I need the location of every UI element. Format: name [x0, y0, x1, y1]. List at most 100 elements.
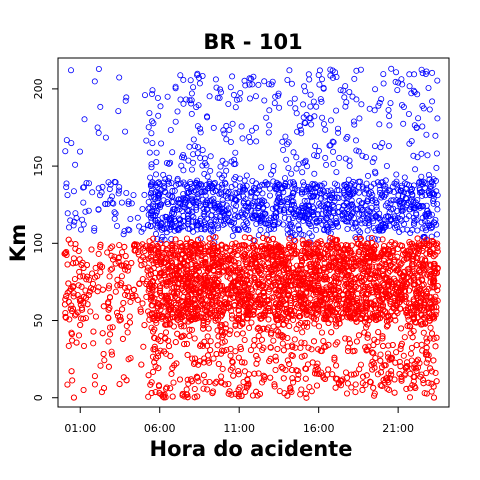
data-point	[189, 197, 196, 204]
data-point	[220, 127, 227, 134]
data-point	[406, 140, 413, 147]
data-point	[116, 187, 123, 194]
series-0	[62, 65, 441, 247]
data-point	[351, 75, 358, 82]
data-point	[81, 116, 88, 123]
data-point	[68, 67, 75, 74]
data-point	[238, 123, 245, 130]
data-point	[342, 155, 349, 162]
data-point	[178, 162, 185, 169]
data-point	[399, 226, 406, 233]
data-point	[122, 97, 129, 104]
data-point	[290, 149, 297, 156]
data-point	[311, 152, 318, 159]
data-point	[304, 197, 311, 204]
data-point	[401, 174, 408, 181]
data-point	[384, 200, 391, 207]
data-point	[241, 186, 248, 193]
data-point	[280, 207, 287, 214]
data-point	[320, 84, 327, 91]
data-point	[259, 190, 266, 197]
data-point	[172, 182, 179, 189]
data-point	[385, 142, 392, 149]
data-point	[321, 180, 328, 187]
data-point	[80, 199, 87, 206]
data-point	[245, 133, 252, 140]
data-point	[182, 199, 189, 206]
data-point	[172, 83, 179, 90]
data-point	[321, 188, 328, 195]
data-point	[327, 142, 334, 149]
data-point	[241, 211, 248, 218]
data-point	[148, 218, 155, 225]
data-point	[329, 74, 336, 81]
data-point	[193, 198, 200, 205]
data-point	[261, 97, 268, 104]
data-point	[352, 206, 359, 213]
data-point	[258, 164, 265, 171]
data-point	[358, 200, 365, 207]
data-point	[188, 212, 195, 219]
data-point	[285, 216, 292, 223]
data-point	[393, 171, 400, 178]
data-point	[185, 157, 192, 164]
data-point	[418, 66, 425, 73]
data-point	[375, 224, 382, 231]
data-point	[147, 214, 154, 221]
data-point	[429, 197, 436, 204]
data-point	[186, 143, 193, 150]
data-point	[197, 202, 204, 209]
data-point	[139, 205, 146, 212]
data-point	[188, 90, 195, 97]
data-point	[233, 96, 240, 103]
data-point	[256, 197, 263, 204]
data-point	[424, 152, 431, 159]
data-point	[252, 124, 259, 131]
data-point	[382, 222, 389, 229]
data-point	[148, 193, 155, 200]
data-point	[178, 224, 185, 231]
data-point	[91, 225, 98, 232]
data-point	[288, 80, 295, 87]
data-point	[165, 180, 172, 187]
data-point	[246, 75, 253, 82]
data-point	[418, 150, 425, 157]
data-point	[309, 188, 316, 195]
data-point	[234, 226, 241, 233]
data-point	[176, 221, 183, 228]
data-point	[205, 184, 212, 191]
data-point	[110, 200, 117, 207]
data-point	[425, 85, 432, 92]
data-point	[165, 160, 172, 167]
data-point	[362, 220, 369, 227]
data-point	[180, 151, 187, 158]
data-point	[62, 148, 69, 155]
data-point	[180, 76, 187, 83]
data-point	[102, 200, 109, 207]
data-point	[125, 198, 132, 205]
data-point	[255, 81, 262, 88]
data-point	[201, 188, 208, 195]
data-point	[393, 69, 400, 76]
data-point	[196, 80, 203, 87]
data-point	[332, 214, 339, 221]
data-point	[363, 186, 370, 193]
data-point	[249, 81, 256, 88]
data-point	[182, 96, 189, 103]
data-point	[414, 154, 421, 161]
data-point	[150, 194, 157, 201]
data-point	[120, 231, 127, 238]
data-point	[114, 222, 121, 229]
data-point	[225, 210, 232, 217]
data-point	[428, 233, 435, 240]
data-point	[351, 121, 358, 128]
data-point	[243, 218, 250, 225]
data-point	[306, 76, 313, 83]
data-point	[232, 160, 239, 167]
data-point	[287, 179, 294, 186]
data-point	[364, 172, 371, 179]
data-point	[91, 227, 98, 234]
data-point	[284, 183, 291, 190]
data-point	[97, 103, 104, 110]
data-point	[229, 120, 236, 127]
